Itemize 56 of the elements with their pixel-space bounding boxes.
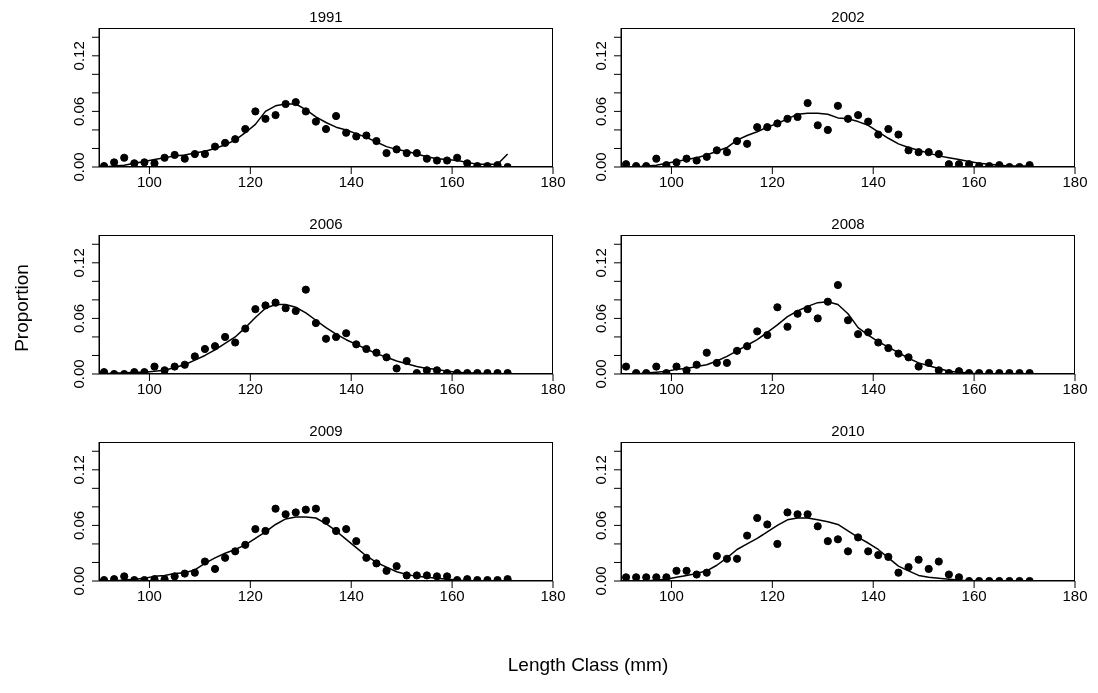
y-tick-label: 0.06 bbox=[592, 96, 609, 126]
y-tick-label: 0.06 bbox=[70, 510, 87, 540]
y-tick-label: 0.00 bbox=[592, 152, 609, 182]
x-tick-label: 140 bbox=[338, 172, 364, 190]
x-tick-label: 120 bbox=[237, 172, 263, 190]
chart-title: 2010 bbox=[830, 422, 866, 440]
x-tick-label: 160 bbox=[961, 586, 987, 604]
y-tick-label: 0.12 bbox=[592, 41, 609, 71]
x-tick-label: 140 bbox=[860, 379, 886, 397]
x-tick-label: 160 bbox=[439, 379, 465, 397]
x-tick-label: 120 bbox=[237, 586, 263, 604]
y-tick-label: 0.12 bbox=[70, 248, 87, 278]
x-tick-label: 140 bbox=[860, 172, 886, 190]
x-tick-label: 140 bbox=[860, 586, 886, 604]
y-tick-label: 0.00 bbox=[70, 566, 87, 596]
y-tick-label: 0.12 bbox=[592, 455, 609, 485]
x-tick-label: 100 bbox=[658, 172, 684, 190]
y-axis-title: Proportion bbox=[11, 264, 33, 352]
chart-title: 1991 bbox=[308, 8, 344, 26]
y-tick-label: 0.00 bbox=[70, 152, 87, 182]
y-tick-label: 0.06 bbox=[592, 303, 609, 333]
y-tick-label: 0.12 bbox=[70, 455, 87, 485]
x-tick-label: 180 bbox=[540, 172, 566, 190]
y-tick-label: 0.00 bbox=[592, 359, 609, 389]
x-tick-label: 180 bbox=[1062, 379, 1088, 397]
x-tick-label: 140 bbox=[338, 379, 364, 397]
chart-title: 2008 bbox=[830, 215, 866, 233]
x-tick-label: 160 bbox=[439, 172, 465, 190]
chart-title: 2006 bbox=[308, 215, 344, 233]
y-tick-label: 0.06 bbox=[70, 303, 87, 333]
x-tick-label: 160 bbox=[439, 586, 465, 604]
x-tick-label: 140 bbox=[338, 586, 364, 604]
x-tick-label: 180 bbox=[540, 379, 566, 397]
x-tick-label: 120 bbox=[759, 379, 785, 397]
x-tick-label: 100 bbox=[658, 586, 684, 604]
x-tick-label: 160 bbox=[961, 172, 987, 190]
x-tick-label: 180 bbox=[1062, 172, 1088, 190]
x-tick-label: 180 bbox=[1062, 586, 1088, 604]
y-tick-label: 0.00 bbox=[70, 359, 87, 389]
x-tick-label: 120 bbox=[759, 172, 785, 190]
x-axis-title: Length Class (mm) bbox=[506, 654, 670, 676]
x-tick-label: 100 bbox=[136, 172, 162, 190]
x-tick-label: 100 bbox=[658, 379, 684, 397]
x-tick-label: 100 bbox=[136, 586, 162, 604]
y-tick-label: 0.12 bbox=[70, 41, 87, 71]
y-tick-label: 0.06 bbox=[592, 510, 609, 540]
x-tick-label: 100 bbox=[136, 379, 162, 397]
chart-title: 2009 bbox=[308, 422, 344, 440]
y-tick-label: 0.00 bbox=[592, 566, 609, 596]
y-tick-label: 0.06 bbox=[70, 96, 87, 126]
x-tick-label: 160 bbox=[961, 379, 987, 397]
x-tick-label: 180 bbox=[540, 586, 566, 604]
x-tick-label: 120 bbox=[759, 586, 785, 604]
x-tick-label: 120 bbox=[237, 379, 263, 397]
y-tick-label: 0.12 bbox=[592, 248, 609, 278]
chart-title: 2002 bbox=[830, 8, 866, 26]
